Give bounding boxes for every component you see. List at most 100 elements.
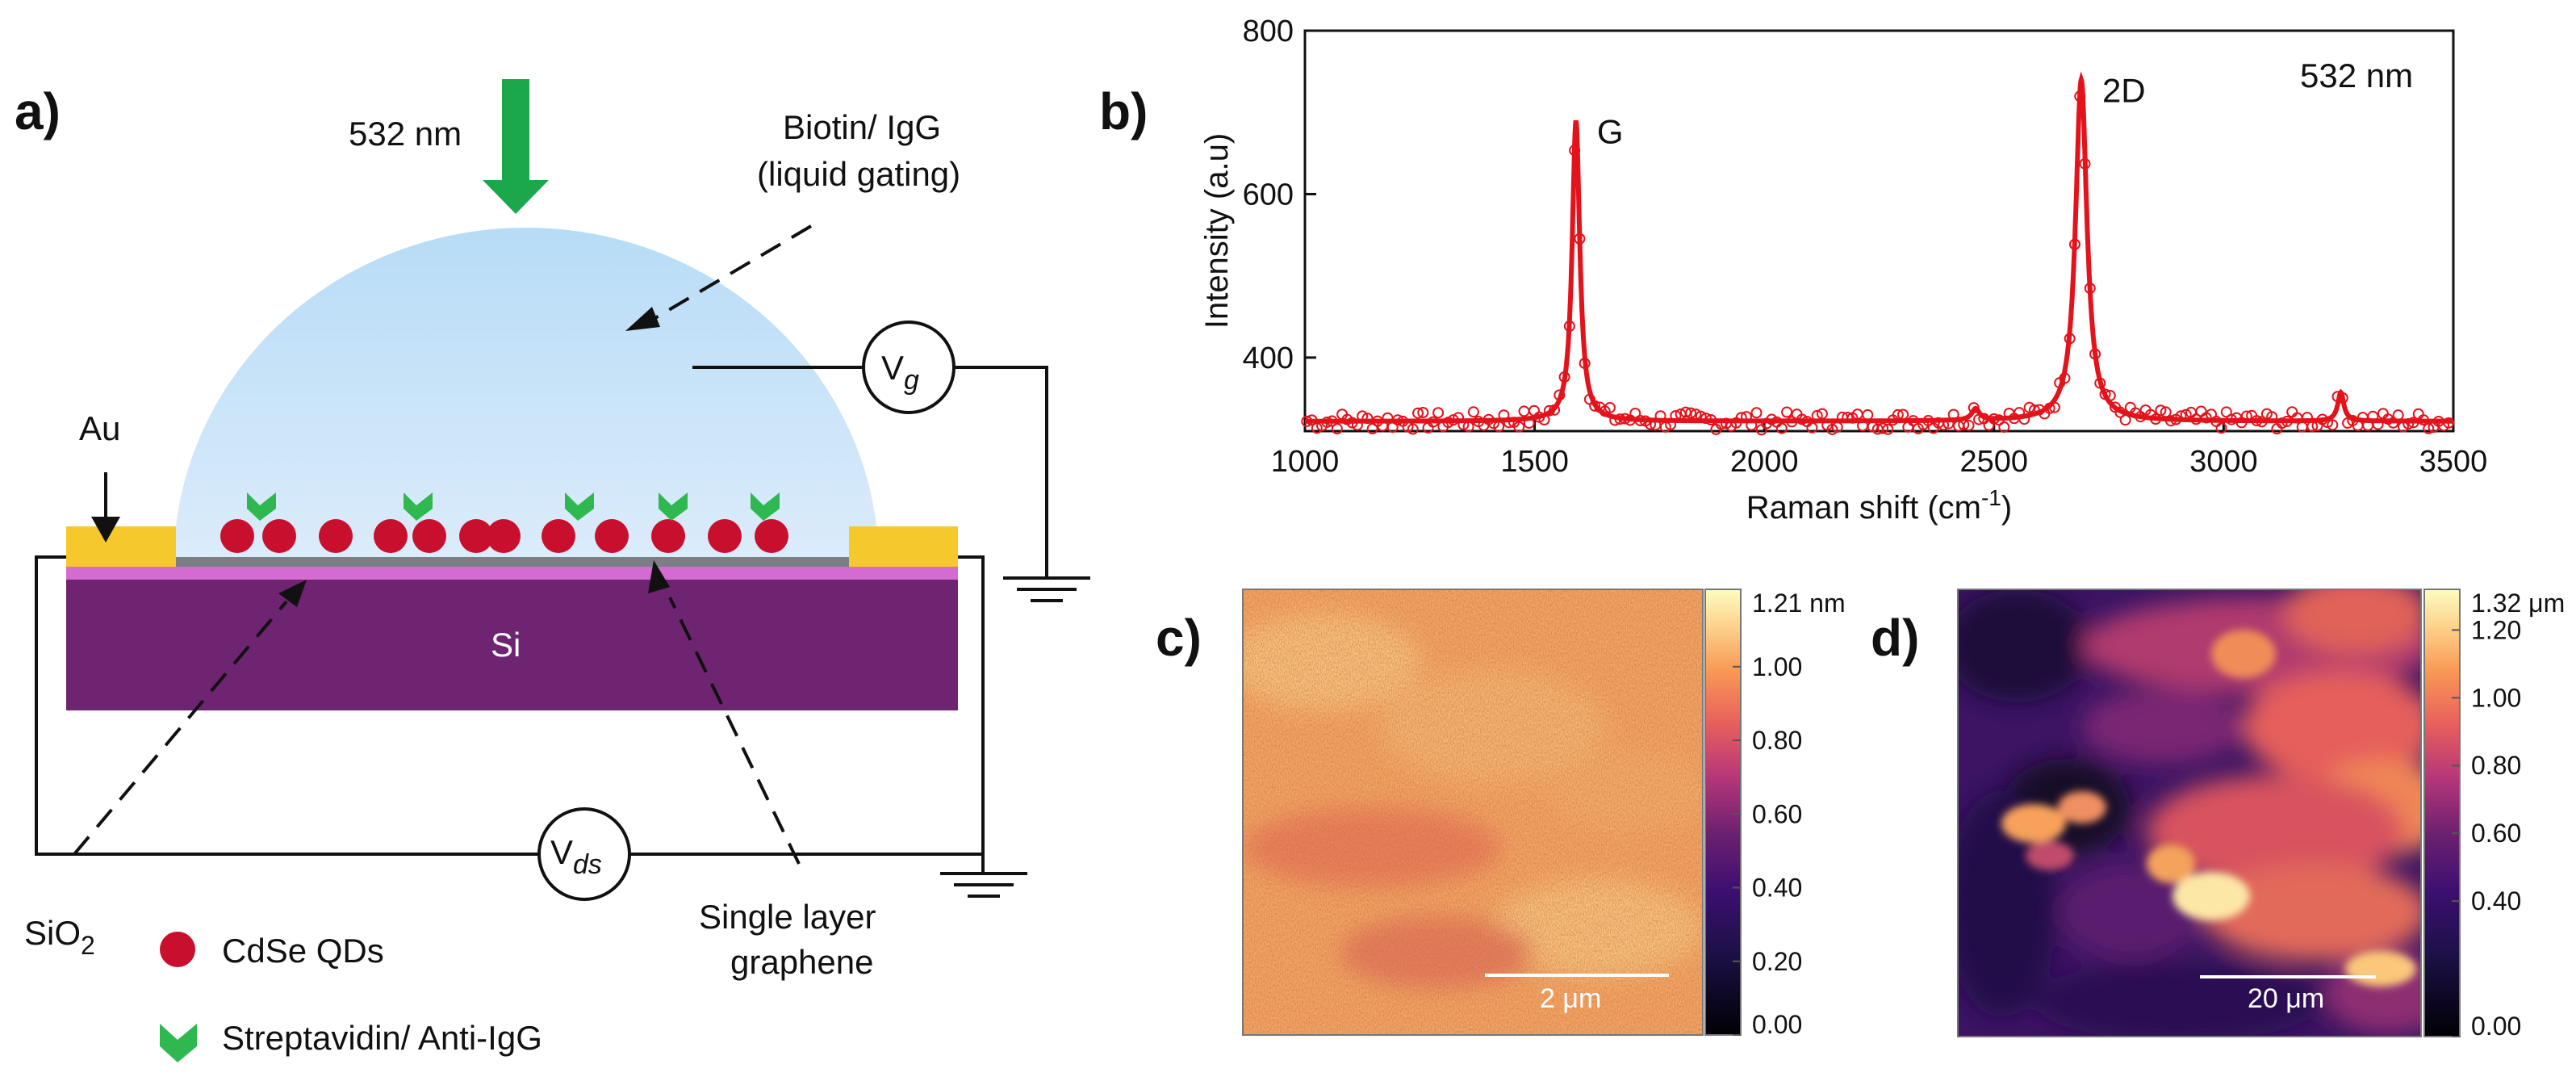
gold-electrode-left [66, 526, 176, 567]
si-label: Si [491, 626, 521, 664]
strep-chevron-icon [404, 492, 433, 521]
raman-point [2215, 422, 2227, 434]
raman-point [2286, 406, 2298, 418]
legend-qd-icon [160, 932, 195, 967]
raman-axis-ticks: 1000 1500 2000 2500 3000 3500 400 600 800 [1243, 15, 2488, 479]
droplet-label-line2: (liquid gating) [757, 155, 960, 193]
colorbar-tick-label: 1.00 [2471, 683, 2521, 712]
sio2-pointer-arrowhead [278, 580, 307, 607]
qd-dot [542, 519, 575, 553]
raman-data: G 2D [1301, 71, 2455, 436]
vds-label: Vds [550, 833, 602, 880]
vg-wire-right [954, 366, 1048, 578]
panel-label-d: d) [1871, 609, 1919, 667]
colorbar-tick-label: 0.40 [2471, 886, 2521, 915]
raman-point [2155, 404, 2167, 417]
raman-point [1518, 405, 1530, 417]
raman-point [1877, 422, 1889, 434]
raman-point [2423, 422, 2435, 434]
scalebar-label-d: 20 μm [2248, 983, 2324, 1014]
graphene-pointer-arrowhead [648, 560, 670, 593]
ground-icon [1003, 576, 1090, 602]
raman-point [1775, 422, 1788, 434]
raman-xtick-label: 2000 [1730, 445, 1799, 479]
raman-point [1412, 407, 1424, 419]
raman-point [2220, 406, 2232, 418]
colorbar-d-ticks: 1.32 μm1.20 1.00 0.80 0.60 0.40 0.00 [2452, 589, 2565, 1041]
raman-point [1998, 421, 2010, 434]
colorbar-tick-label: 0.80 [2471, 751, 2521, 780]
raman-ytick-label: 400 [1243, 341, 1294, 375]
vg-label: Vg [881, 349, 919, 396]
colorbar-tick-label: 0.80 [1752, 726, 1802, 755]
qd-dot [755, 519, 788, 553]
panel-b: b) 1000 1500 2000 2500 3000 3500 400 600 800 G 2D… [1099, 15, 2487, 526]
colorbar-tick-label: 0.00 [2471, 1012, 2521, 1041]
raman-point [2195, 405, 2207, 417]
raman-point [2392, 409, 2404, 421]
panel-c: c) 2 μm 1.21 nm 1.00 0.80 0.60 0.40 0.20 0.00 [1156, 589, 1846, 1039]
afm-frame-c [1242, 589, 1704, 1036]
afm-image-c [1243, 589, 1703, 1035]
strep-chevron-icon [247, 492, 276, 521]
qd-dot [708, 519, 742, 553]
raman-point [2327, 419, 2339, 431]
raman-xtick-label: 3500 [2419, 445, 2488, 479]
raman-point [1407, 423, 1419, 435]
vds-sub: ds [573, 849, 602, 880]
graphene-label-line2: graphene [730, 943, 874, 981]
gold-electrode-right [849, 526, 958, 567]
droplet-pointer-line [652, 224, 813, 321]
raman-xlabel: Raman shift (cm-1) [1746, 485, 2012, 526]
sio2-layer [66, 565, 958, 580]
colorbar-max-label: 1.21 nm [1752, 589, 1846, 618]
colorbar-tick-label: 0.00 [1752, 1010, 1802, 1039]
raman-xtick-label: 1500 [1500, 445, 1569, 479]
raman-point [1528, 404, 1541, 417]
legend-strep-icon [160, 1024, 197, 1062]
raman-point [1417, 407, 1429, 419]
raman-xtick-label: 1000 [1271, 445, 1340, 479]
sio2-sub: 2 [81, 931, 95, 960]
colorbar-d [2423, 589, 2461, 1037]
raman-point [1781, 406, 1793, 418]
vds-meter-icon [537, 807, 631, 901]
raman-point [1750, 407, 1763, 419]
raman-point [1882, 423, 1894, 435]
panel-d: d) [1871, 589, 2565, 1041]
droplet-label-line1: Biotin/ IgG [783, 108, 941, 146]
qd-dot [487, 519, 521, 553]
raman-point [1432, 407, 1445, 419]
sio2-label: SiO2 [24, 914, 95, 960]
raman-peak-label: 2D [2102, 72, 2146, 110]
panel-label-c: c) [1156, 609, 1202, 667]
vg-sub: g [904, 365, 919, 396]
graphene-pointer-line [668, 597, 801, 865]
raman-annotation: 532 nm [2300, 57, 2413, 94]
raman-point [1467, 406, 1479, 418]
graphene-layer [174, 557, 851, 567]
raman-point [1862, 409, 1874, 421]
scalebar-label-c: 2 μm [1540, 983, 1601, 1014]
colorbar-max-label: 1.32 μm [2471, 589, 2565, 618]
raman-point [1983, 419, 1995, 431]
raman-fit-line [1305, 71, 2453, 424]
raman-xtick-label: 3000 [2189, 445, 2258, 479]
raman-ytick-label: 600 [1243, 178, 1294, 212]
colorbar-tick-label: 0.20 [1752, 947, 1802, 976]
qd-dot [374, 519, 408, 553]
qd-dot [595, 519, 629, 553]
au-label: Au [79, 409, 120, 447]
au-arrowhead [91, 517, 120, 543]
raman-ylabel: Intensity (a.u) [1199, 133, 1235, 329]
colorbar-tick-label: 0.60 [2471, 819, 2521, 848]
droplet-pointer-arrowhead [625, 307, 660, 331]
panel-label-b: b) [1099, 82, 1148, 140]
raman-point [1685, 407, 1697, 419]
strep-chevron-icon [659, 492, 688, 521]
raman-point [1604, 401, 1616, 413]
quantum-dots [220, 519, 788, 553]
raman-ytick-label: 800 [1243, 15, 1294, 48]
liquid-droplet [174, 228, 879, 565]
